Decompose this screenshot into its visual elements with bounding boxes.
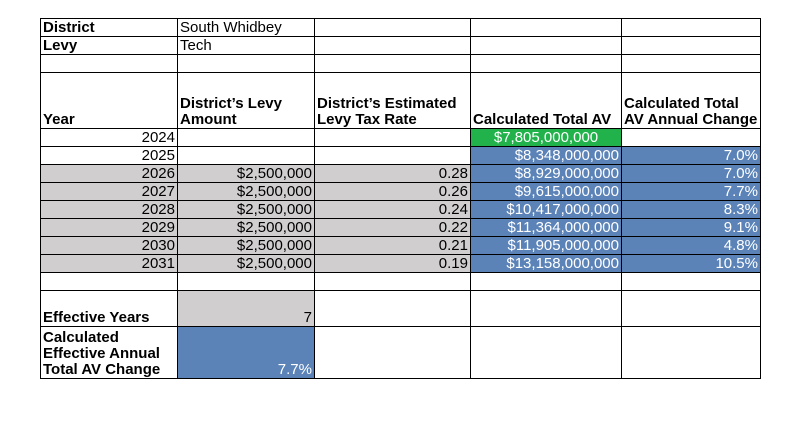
empty-cell[interactable]: [314, 326, 471, 379]
av-change-cell[interactable]: 7.0%: [621, 164, 761, 183]
levy-spreadsheet: District South Whidbey Levy Tech Year Di…: [40, 18, 761, 379]
tax-rate-cell[interactable]: 0.22: [314, 218, 471, 237]
empty-cell[interactable]: [470, 272, 622, 291]
tax-rate-cell[interactable]: 0.26: [314, 182, 471, 201]
empty-cell[interactable]: [314, 272, 471, 291]
effective-years-row: Effective Years 7: [40, 290, 761, 327]
spacer-row: [40, 272, 761, 291]
table-row: 2031 $2,500,000 0.19 $13,158,000,000 10.…: [40, 254, 761, 273]
levy-amount-cell[interactable]: $2,500,000: [177, 218, 315, 237]
total-av-cell[interactable]: $11,364,000,000: [470, 218, 622, 237]
total-av-cell[interactable]: $11,905,000,000: [470, 236, 622, 255]
year-cell[interactable]: 2029: [40, 218, 178, 237]
total-av-header: Calculated Total AV: [470, 72, 622, 129]
spacer-row: [40, 54, 761, 73]
total-av-cell[interactable]: $9,615,000,000: [470, 182, 622, 201]
av-change-cell[interactable]: 10.5%: [621, 254, 761, 273]
empty-cell[interactable]: [621, 326, 761, 379]
district-label: District: [40, 18, 178, 37]
district-value[interactable]: South Whidbey: [177, 18, 315, 37]
year-cell[interactable]: 2026: [40, 164, 178, 183]
avg-change-row: Calculated Effective Annual Total AV Cha…: [40, 326, 761, 379]
levy-amount-cell[interactable]: $2,500,000: [177, 200, 315, 219]
table-row: 2025 $8,348,000,000 7.0%: [40, 146, 761, 165]
table-row: 2030 $2,500,000 0.21 $11,905,000,000 4.8…: [40, 236, 761, 255]
avg-change-value[interactable]: 7.7%: [177, 326, 315, 379]
header-row: Year District’s Levy Amount District’s E…: [40, 72, 761, 129]
effective-years-value[interactable]: 7: [177, 290, 315, 327]
table-row: 2024 $7,805,000,000: [40, 128, 761, 147]
tax-rate-cell[interactable]: 0.24: [314, 200, 471, 219]
year-cell[interactable]: 2027: [40, 182, 178, 201]
year-cell[interactable]: 2024: [40, 128, 178, 147]
empty-cell[interactable]: [621, 290, 761, 327]
levy-amount-cell[interactable]: $2,500,000: [177, 164, 315, 183]
levy-amount-cell[interactable]: $2,500,000: [177, 254, 315, 273]
av-change-cell[interactable]: 8.3%: [621, 200, 761, 219]
levy-amount-cell[interactable]: [177, 146, 315, 165]
empty-cell[interactable]: [470, 54, 622, 73]
total-av-cell[interactable]: $10,417,000,000: [470, 200, 622, 219]
tax-rate-header: District’s Estimated Levy Tax Rate: [314, 72, 471, 129]
total-av-cell[interactable]: $8,929,000,000: [470, 164, 622, 183]
av-change-cell[interactable]: 7.7%: [621, 182, 761, 201]
empty-cell[interactable]: [314, 54, 471, 73]
empty-cell[interactable]: [470, 36, 622, 55]
levy-amount-cell[interactable]: $2,500,000: [177, 236, 315, 255]
tax-rate-cell[interactable]: 0.21: [314, 236, 471, 255]
district-row: District South Whidbey: [40, 18, 761, 37]
tax-rate-cell[interactable]: 0.28: [314, 164, 471, 183]
table-row: 2029 $2,500,000 0.22 $11,364,000,000 9.1…: [40, 218, 761, 237]
empty-cell[interactable]: [177, 272, 315, 291]
empty-cell[interactable]: [470, 290, 622, 327]
empty-cell[interactable]: [470, 326, 622, 379]
year-header: Year: [40, 72, 178, 129]
total-av-cell[interactable]: $13,158,000,000: [470, 254, 622, 273]
total-av-cell[interactable]: $7,805,000,000: [470, 128, 622, 147]
levy-amount-cell[interactable]: [177, 128, 315, 147]
av-change-cell[interactable]: 7.0%: [621, 146, 761, 165]
levy-value[interactable]: Tech: [177, 36, 315, 55]
empty-cell[interactable]: [314, 290, 471, 327]
year-cell[interactable]: 2028: [40, 200, 178, 219]
avg-change-label: Calculated Effective Annual Total AV Cha…: [40, 326, 178, 379]
av-change-header: Calculated Total AV Annual Change: [621, 72, 761, 129]
empty-cell[interactable]: [177, 54, 315, 73]
year-cell[interactable]: 2031: [40, 254, 178, 273]
tax-rate-cell[interactable]: [314, 146, 471, 165]
av-change-cell[interactable]: 9.1%: [621, 218, 761, 237]
table-row: 2028 $2,500,000 0.24 $10,417,000,000 8.3…: [40, 200, 761, 219]
empty-cell[interactable]: [621, 272, 761, 291]
table-row: 2026 $2,500,000 0.28 $8,929,000,000 7.0%: [40, 164, 761, 183]
empty-cell[interactable]: [40, 272, 178, 291]
av-change-cell[interactable]: [621, 128, 761, 147]
year-cell[interactable]: 2025: [40, 146, 178, 165]
table-row: 2027 $2,500,000 0.26 $9,615,000,000 7.7%: [40, 182, 761, 201]
levy-label: Levy: [40, 36, 178, 55]
empty-cell[interactable]: [621, 36, 761, 55]
empty-cell[interactable]: [314, 18, 471, 37]
tax-rate-cell[interactable]: 0.19: [314, 254, 471, 273]
av-change-cell[interactable]: 4.8%: [621, 236, 761, 255]
empty-cell[interactable]: [314, 36, 471, 55]
empty-cell[interactable]: [621, 54, 761, 73]
empty-cell[interactable]: [621, 18, 761, 37]
levy-amount-header: District’s Levy Amount: [177, 72, 315, 129]
total-av-cell[interactable]: $8,348,000,000: [470, 146, 622, 165]
empty-cell[interactable]: [40, 54, 178, 73]
tax-rate-cell[interactable]: [314, 128, 471, 147]
year-cell[interactable]: 2030: [40, 236, 178, 255]
levy-row: Levy Tech: [40, 36, 761, 55]
empty-cell[interactable]: [470, 18, 622, 37]
effective-years-label: Effective Years: [40, 290, 178, 327]
levy-amount-cell[interactable]: $2,500,000: [177, 182, 315, 201]
